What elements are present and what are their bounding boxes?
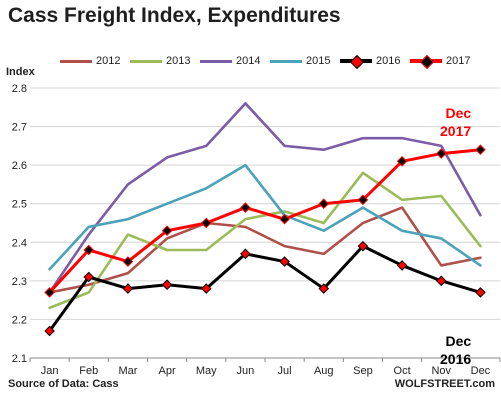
data-point-2016	[318, 283, 330, 294]
data-point-2017	[435, 148, 447, 159]
data-point-2016	[200, 283, 212, 294]
credit-logo: WOLFSTREET.com	[394, 378, 495, 390]
legend-label: 2012	[96, 55, 121, 67]
series-line-2014	[48, 102, 482, 294]
data-point-2017	[161, 225, 173, 237]
x-tick-label: Nov	[431, 365, 451, 377]
y-tick-label: 2.1	[12, 353, 27, 365]
annotation-dec-2016: Dec 2016	[440, 332, 471, 368]
data-point-2017	[396, 155, 408, 167]
y-tick-label: 2.4	[12, 237, 27, 249]
chart-legend: 2012 2013 2014 2015 2016 2017	[60, 52, 500, 72]
data-point-2016	[83, 271, 95, 283]
x-tick-label: Apr	[159, 365, 176, 377]
legend-label: 2015	[306, 55, 331, 67]
x-tick-label: May	[196, 365, 217, 377]
annotation-dec-2017: Dec 2017	[440, 104, 471, 140]
legend-swatch	[130, 60, 162, 63]
legend-swatch	[60, 60, 92, 63]
series-line-2012	[48, 206, 482, 294]
series-line-2017	[48, 148, 482, 294]
legend-label: 2014	[236, 55, 261, 67]
legend-label: 2016	[376, 55, 401, 67]
x-tick-label: Jun	[237, 365, 255, 377]
legend-swatch	[200, 60, 232, 63]
x-tick-label: Oct	[394, 365, 411, 377]
data-point-2017	[240, 202, 251, 213]
legend-label: 2017	[446, 55, 471, 67]
y-tick-label: 2.8	[12, 83, 27, 95]
data-point-2017	[122, 256, 134, 267]
x-tick-label: Dec	[471, 365, 491, 377]
data-point-2016	[475, 287, 486, 298]
data-point-2016	[161, 279, 173, 291]
legend-swatch	[270, 60, 302, 63]
data-point-2016	[435, 275, 447, 287]
y-tick-label: 2.6	[12, 160, 27, 172]
data-point-2017	[279, 213, 290, 225]
data-point-2017	[318, 198, 330, 210]
data-point-2017	[200, 217, 212, 229]
data-point-2017	[83, 244, 95, 256]
x-tick-label: Jan	[41, 365, 59, 377]
data-point-2016	[396, 260, 408, 271]
data-point-2016	[122, 283, 134, 294]
annotation-line: 2017	[440, 123, 472, 139]
data-point-2017	[44, 287, 55, 298]
legend-label: 2013	[166, 55, 191, 67]
annotation-line: Dec	[445, 333, 472, 349]
data-point-2016	[279, 256, 290, 267]
series-line-2015	[48, 163, 482, 271]
data-point-2016	[240, 248, 251, 260]
x-tick-label: Feb	[79, 365, 98, 377]
data-point-2017	[357, 194, 369, 206]
x-tick-label: Jul	[278, 365, 292, 377]
data-point-2016	[357, 240, 369, 252]
annotation-line: 2016	[440, 351, 472, 367]
source-note: Source of Data: Cass	[8, 378, 119, 390]
x-tick-label: Aug	[314, 365, 334, 377]
x-tick-label: Mar	[118, 365, 137, 377]
y-tick-label: 2.5	[12, 199, 27, 211]
y-tick-label: 2.3	[12, 276, 27, 288]
chart-title: Cass Freight Index, Expenditures	[8, 4, 341, 27]
data-point-2017	[475, 144, 486, 156]
y-axis-label: Index	[6, 66, 35, 78]
data-point-2016	[44, 325, 55, 337]
y-tick-label: 2.2	[12, 314, 27, 326]
series-line-2013	[48, 171, 482, 310]
series-line-2016	[48, 244, 482, 333]
y-tick-label: 2.7	[12, 122, 27, 134]
x-tick-label: Sep	[353, 365, 373, 377]
annotation-line: Dec	[445, 105, 472, 121]
